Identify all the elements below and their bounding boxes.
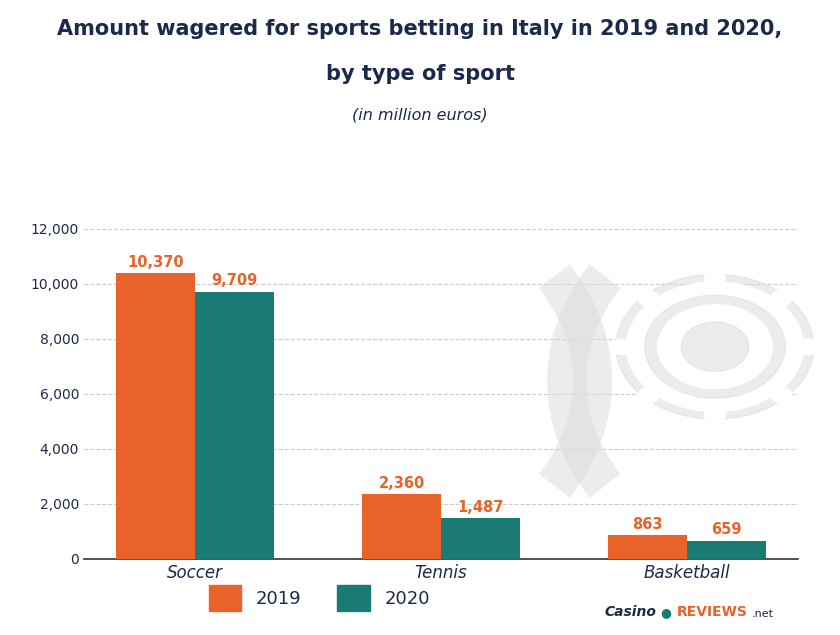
Legend: 2019, 2020: 2019, 2020 (200, 576, 438, 620)
Text: 2,360: 2,360 (379, 476, 425, 491)
Circle shape (627, 282, 804, 411)
Circle shape (681, 322, 749, 371)
Circle shape (705, 408, 726, 423)
Bar (608, 535, 687, 559)
Circle shape (705, 271, 726, 286)
Bar (441, 518, 520, 559)
Text: (in million euros): (in million euros) (352, 108, 488, 123)
Circle shape (616, 274, 814, 419)
Text: .net: .net (752, 609, 774, 619)
Text: 863: 863 (633, 517, 663, 531)
Circle shape (638, 387, 659, 403)
Text: Casino: Casino (605, 605, 657, 619)
Circle shape (611, 339, 632, 354)
Circle shape (658, 305, 772, 389)
Text: 10,370: 10,370 (128, 255, 184, 270)
Text: by type of sport: by type of sport (326, 64, 514, 83)
Text: 659: 659 (711, 523, 742, 537)
Text: ●: ● (661, 606, 671, 619)
Circle shape (771, 291, 792, 306)
Text: 9,709: 9,709 (212, 273, 258, 288)
Text: REVIEWS: REVIEWS (677, 605, 748, 619)
Text: 1,487: 1,487 (457, 500, 503, 514)
Bar (687, 540, 765, 559)
Circle shape (798, 339, 819, 354)
Circle shape (645, 295, 785, 398)
Bar (117, 274, 195, 559)
Circle shape (638, 291, 659, 306)
Text: Amount wagered for sports betting in Italy in 2019 and 2020,: Amount wagered for sports betting in Ita… (57, 19, 783, 39)
Bar (195, 291, 274, 559)
Bar (362, 494, 441, 559)
Circle shape (771, 387, 792, 403)
